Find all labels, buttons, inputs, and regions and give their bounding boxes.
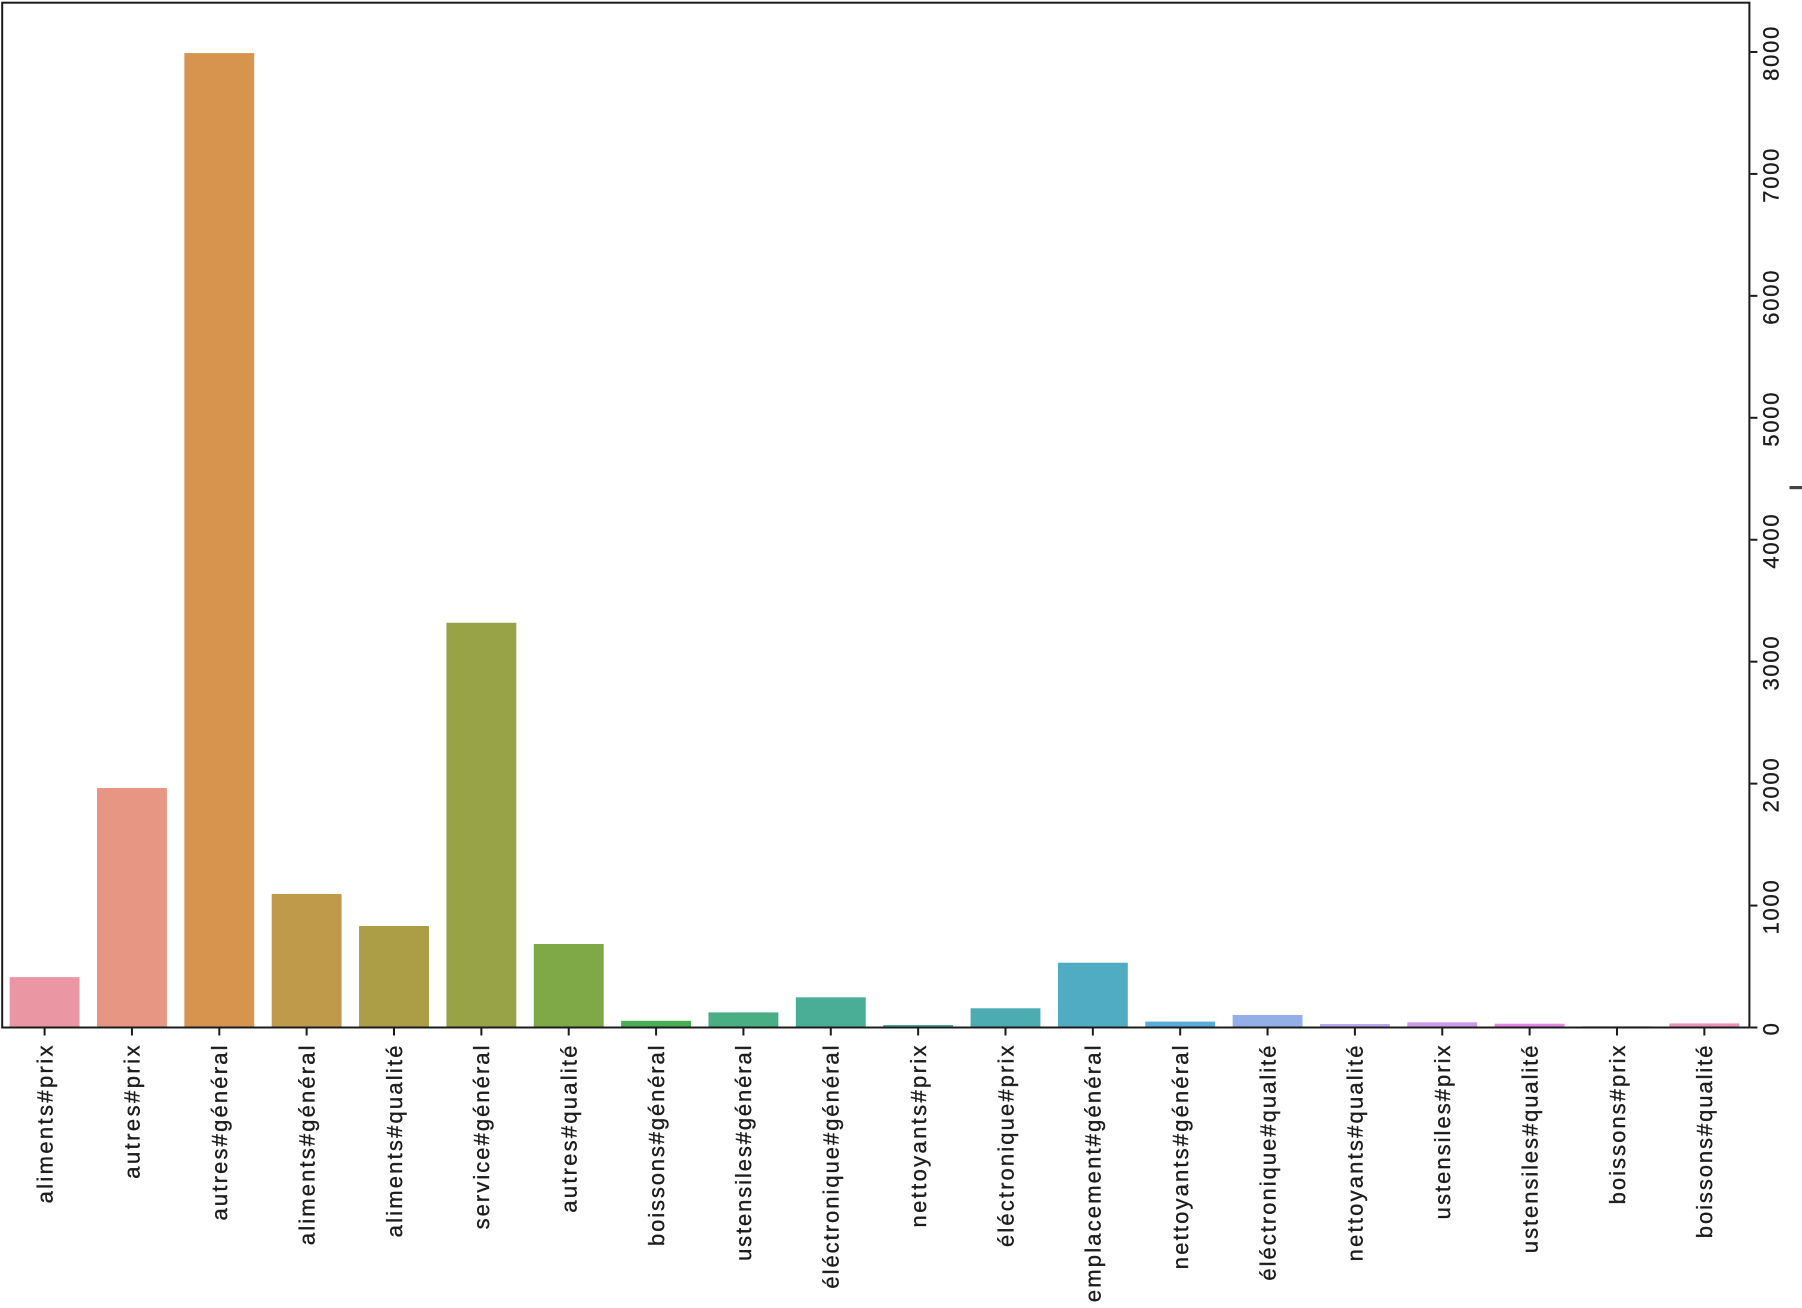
svg-text:ustensiles#prix: ustensiles#prix [1430, 1043, 1455, 1219]
svg-text:nettoyants#général: nettoyants#général [1168, 1043, 1193, 1269]
svg-text:boissons#général: boissons#général [644, 1044, 669, 1246]
svg-text:éléctronique#qualité: éléctronique#qualité [1255, 1043, 1280, 1280]
svg-text:autres#prix: autres#prix [120, 1043, 145, 1179]
svg-text:ustensiles#qualité: ustensiles#qualité [1517, 1044, 1542, 1253]
svg-text:0: 0 [1759, 1021, 1784, 1035]
svg-text:nettoyants#qualité: nettoyants#qualité [1343, 1043, 1368, 1261]
svg-text:7000: 7000 [1759, 147, 1784, 203]
svg-text:6000: 6000 [1759, 269, 1784, 325]
svg-text:autres#général: autres#général [207, 1043, 232, 1220]
svg-text:3000: 3000 [1759, 635, 1784, 691]
svg-text:aliments#prix: aliments#prix [32, 1043, 57, 1203]
svg-text:emplacement#général: emplacement#général [1081, 1043, 1106, 1302]
svg-text:éléctronique#général: éléctronique#général [819, 1044, 844, 1289]
svg-text:ustensiles#général: ustensiles#général [731, 1044, 756, 1261]
svg-text:aliments#qualité: aliments#qualité [382, 1043, 407, 1237]
svg-text:5000: 5000 [1759, 391, 1784, 447]
svg-text:8000: 8000 [1759, 25, 1784, 81]
svg-text:boissons#prix: boissons#prix [1605, 1043, 1630, 1204]
svg-text:service#général: service#général [469, 1043, 494, 1229]
svg-text:2000: 2000 [1759, 757, 1784, 813]
svg-text:autres#qualité: autres#qualité [557, 1043, 582, 1212]
svg-text:4000: 4000 [1759, 513, 1784, 569]
svg-text:boissons#qualité: boissons#qualité [1692, 1044, 1717, 1239]
svg-text:éléctronique#prix: éléctronique#prix [993, 1043, 1018, 1247]
svg-text:nettoyants#prix: nettoyants#prix [906, 1043, 931, 1227]
svg-text:aliments#général: aliments#général [294, 1043, 319, 1245]
svg-text:1000: 1000 [1759, 878, 1784, 934]
